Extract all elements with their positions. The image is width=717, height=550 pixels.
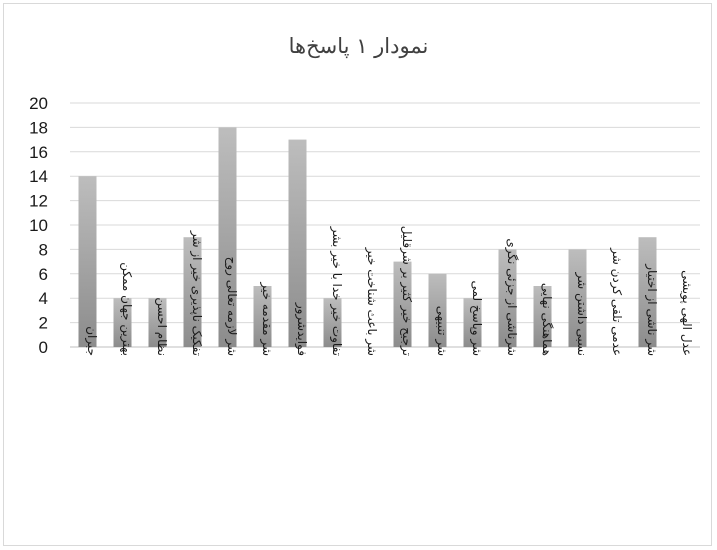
bar — [568, 249, 587, 347]
y-tick-label: 10 — [29, 216, 48, 235]
bar — [638, 237, 657, 347]
bar — [113, 298, 132, 347]
bar — [148, 298, 167, 347]
bar — [288, 139, 307, 347]
x-tick-label: نسبی داشتن شر — [574, 272, 589, 356]
x-tick-label: شر لازمه تعالی روح — [224, 257, 239, 356]
chart-area: نمودار ۱ پاسخ‌ها — [3, 3, 712, 546]
y-tick-label: 20 — [29, 94, 48, 113]
bar — [253, 286, 272, 347]
bar — [78, 176, 97, 347]
x-tick-label: شر وپاسخ لمی — [469, 281, 484, 357]
bar — [183, 237, 202, 347]
bar — [533, 286, 552, 347]
y-tick-label: 6 — [39, 265, 48, 284]
y-tick-label: 0 — [39, 338, 48, 357]
y-tick-label: 16 — [29, 143, 48, 162]
y-tick-label: 4 — [39, 289, 48, 308]
y-tick-label: 18 — [29, 118, 48, 137]
x-tick-label: ترجیح خیر کثیر بر شرقلیل — [399, 226, 414, 356]
y-tick-label: 2 — [39, 314, 48, 333]
y-tick-label: 14 — [29, 167, 48, 186]
x-tick-label: تفاوت خیر خدا با خیر بشر — [329, 226, 344, 356]
bar — [428, 273, 447, 347]
x-tick-label: جبران — [84, 326, 99, 356]
x-tick-label: شر تنبیهی — [434, 306, 449, 356]
bar — [498, 249, 517, 347]
x-tick-label: فوایدشرور — [294, 302, 309, 356]
x-tick-label: تفکیک ناپذیری خیر از شر — [189, 230, 204, 356]
chart-title: نمودار ۱ پاسخ‌ها — [288, 34, 429, 58]
y-tick-label: 12 — [29, 192, 48, 211]
x-tick-label: هماهنگی نهایی — [540, 283, 554, 356]
x-tick-label: شر باعث شناخت خیر — [364, 247, 379, 356]
x-tick-label: نظام احسن — [154, 297, 169, 356]
x-tick-label: عدل الهی پویشی — [679, 270, 694, 356]
bar — [323, 298, 342, 347]
y-tick-label: 8 — [39, 240, 48, 259]
bar — [218, 127, 237, 348]
x-tick-label: عدمی تلقی کردن شر — [609, 247, 624, 356]
x-tick-label: بهترین جهان ممکن — [119, 262, 134, 356]
bar — [393, 261, 412, 347]
x-tick-label: شرناشی از جزئی نگری — [504, 238, 519, 356]
bar — [463, 298, 482, 347]
x-tick-label: شر ناشی از اختیار — [644, 263, 659, 356]
x-tick-label: شر مقدمه خیر — [259, 281, 274, 356]
